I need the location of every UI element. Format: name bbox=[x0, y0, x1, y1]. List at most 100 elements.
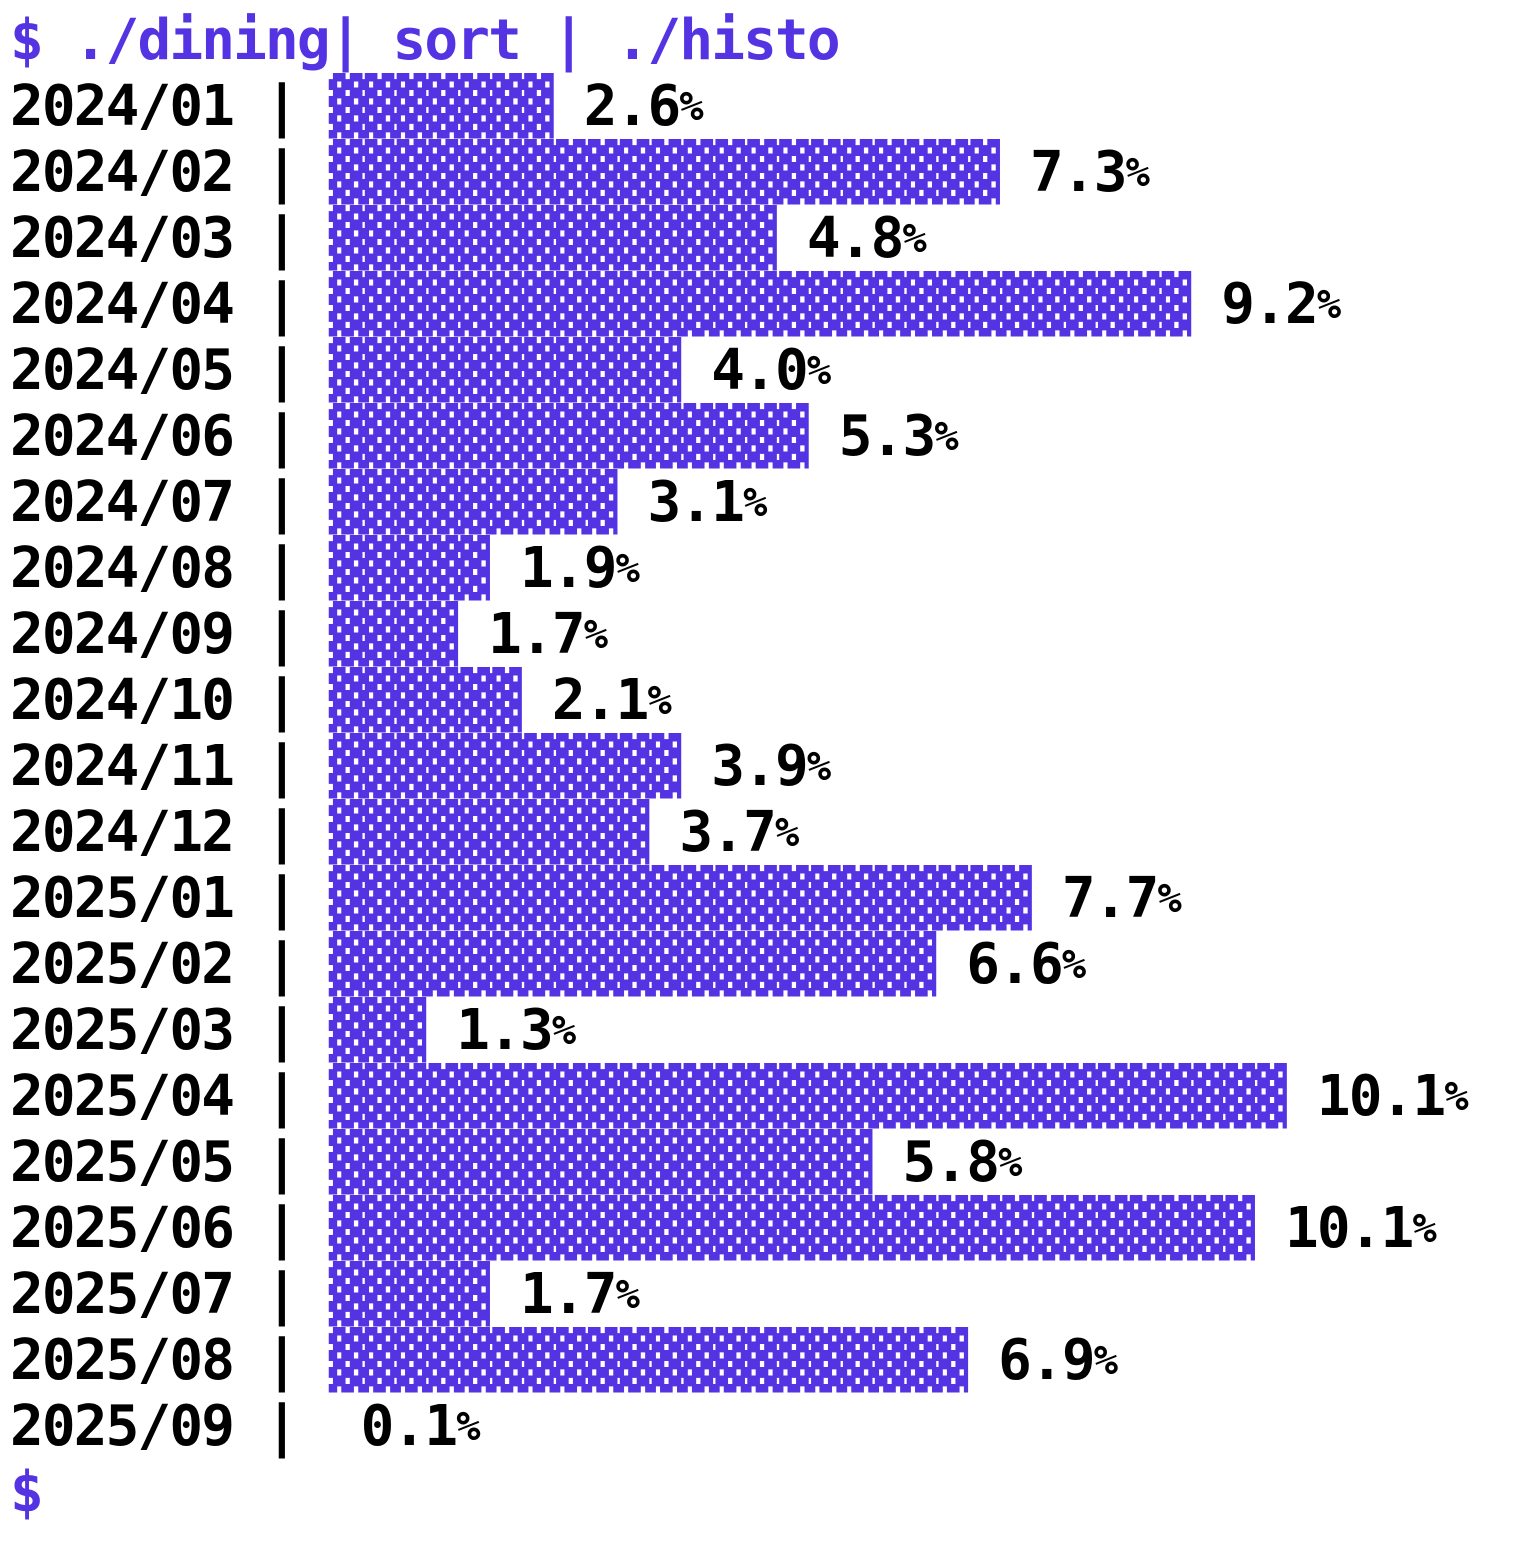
row-value: 6.9 bbox=[966, 1328, 1095, 1393]
row-percent-sign: % bbox=[806, 347, 831, 394]
histogram-row: 2025/02 | ▓▓▓▓▓▓▓▓▓▓▓▓▓▓▓▓▓▓▓ 6.6% bbox=[10, 932, 1538, 998]
prompt-symbol: $ bbox=[10, 8, 74, 73]
row-separator: | bbox=[233, 536, 329, 601]
histogram-row: 2024/11 | ▓▓▓▓▓▓▓▓▓▓▓ 3.9% bbox=[10, 734, 1538, 800]
row-value: 3.1 bbox=[615, 470, 744, 535]
row-month-label: 2024/05 bbox=[10, 338, 235, 403]
row-month-label: 2024/02 bbox=[10, 140, 235, 205]
row-percent-sign: % bbox=[998, 1139, 1022, 1186]
row-value: 7.3 bbox=[998, 140, 1127, 205]
row-month-label: 2025/06 bbox=[10, 1196, 235, 1261]
row-bar: ▓▓▓▓▓▓▓▓▓▓▓▓▓▓▓ bbox=[328, 404, 809, 469]
row-separator: | bbox=[233, 602, 329, 667]
row-separator: | bbox=[233, 1262, 329, 1327]
histogram-row: 2025/01 | ▓▓▓▓▓▓▓▓▓▓▓▓▓▓▓▓▓▓▓▓▓▓ 7.7% bbox=[10, 866, 1538, 932]
histogram-row: 2025/05 | ▓▓▓▓▓▓▓▓▓▓▓▓▓▓▓▓▓ 5.8% bbox=[10, 1130, 1538, 1196]
row-month-label: 2025/05 bbox=[10, 1130, 235, 1195]
row-bar: ▓▓▓▓▓ bbox=[328, 1262, 490, 1327]
row-bar: ▓▓▓▓▓▓▓▓▓▓▓▓▓▓▓▓▓▓▓▓▓▓ bbox=[328, 866, 1032, 931]
row-separator: | bbox=[233, 470, 329, 535]
histogram-row: 2024/10 | ▓▓▓▓▓▓ 2.1% bbox=[10, 668, 1538, 734]
row-bar: ▓▓▓▓▓▓▓▓▓▓▓ bbox=[328, 338, 681, 403]
row-separator: | bbox=[233, 932, 329, 997]
row-month-label: 2025/01 bbox=[10, 866, 235, 931]
row-separator: | bbox=[233, 1394, 329, 1459]
row-separator: | bbox=[233, 338, 329, 403]
row-separator: | bbox=[233, 668, 329, 733]
histogram-row: 2024/09 | ▓▓▓▓ 1.7% bbox=[10, 602, 1538, 668]
row-bar: ▓▓▓▓▓▓ bbox=[328, 668, 522, 733]
trailing-prompt-symbol: $ bbox=[10, 1460, 44, 1525]
row-month-label: 2025/03 bbox=[10, 998, 235, 1063]
row-bar: ▓▓▓▓▓▓▓▓▓▓ bbox=[328, 800, 650, 865]
row-percent-sign: % bbox=[551, 1007, 576, 1054]
histogram-row: 2024/02 | ▓▓▓▓▓▓▓▓▓▓▓▓▓▓▓▓▓▓▓▓▓ 7.3% bbox=[10, 140, 1538, 206]
row-month-label: 2025/07 bbox=[10, 1262, 235, 1327]
histogram-row: 2024/07 | ▓▓▓▓▓▓▓▓▓ 3.1% bbox=[10, 470, 1538, 536]
row-value: 5.3 bbox=[806, 404, 936, 469]
row-value: 10.1 bbox=[1253, 1196, 1414, 1261]
row-value: 4.0 bbox=[679, 338, 808, 403]
row-month-label: 2024/10 bbox=[10, 668, 235, 733]
row-bar: ▓▓▓ bbox=[328, 998, 426, 1063]
row-month-label: 2024/11 bbox=[10, 734, 235, 799]
row-month-label: 2024/06 bbox=[10, 404, 235, 469]
row-separator: | bbox=[233, 140, 329, 205]
row-separator: | bbox=[233, 206, 329, 271]
row-bar: ▓▓▓▓▓▓▓▓▓▓▓ bbox=[328, 734, 681, 799]
row-separator: | bbox=[233, 800, 329, 865]
histogram-row: 2024/12 | ▓▓▓▓▓▓▓▓▓▓ 3.7% bbox=[10, 800, 1538, 866]
row-bar: ▓▓▓▓▓▓▓▓▓▓▓▓▓▓▓▓▓▓▓▓▓▓▓▓▓▓▓▓▓ bbox=[328, 1196, 1255, 1261]
trailing-prompt: $ bbox=[10, 1460, 1538, 1526]
row-bar: ▓▓▓▓▓▓▓▓▓▓▓▓▓▓▓▓▓▓▓▓▓ bbox=[328, 140, 1000, 205]
row-bar: ▓▓▓▓▓▓▓▓▓▓▓▓▓▓▓▓▓▓▓▓▓▓▓▓▓▓▓▓▓▓ bbox=[328, 1064, 1287, 1129]
row-percent-sign: % bbox=[1444, 1073, 1468, 1120]
command-line: $ ./dining| sort | ./histo bbox=[10, 8, 1538, 74]
row-value: 3.9 bbox=[679, 734, 808, 799]
row-bar: ▓▓▓▓▓▓▓▓▓▓▓▓▓▓▓▓▓▓▓▓ bbox=[328, 1328, 968, 1393]
histogram-row: 2025/09 | 0.1% bbox=[10, 1394, 1538, 1460]
command-text: ./dining| sort | ./histo bbox=[73, 8, 841, 73]
histogram-row: 2024/01 | ▓▓▓▓▓▓▓ 2.6% bbox=[10, 74, 1538, 140]
row-month-label: 2024/03 bbox=[10, 206, 235, 271]
histogram-row: 2024/05 | ▓▓▓▓▓▓▓▓▓▓▓ 4.0% bbox=[10, 338, 1538, 404]
row-percent-sign: % bbox=[806, 743, 831, 790]
histogram-row: 2024/04 | ▓▓▓▓▓▓▓▓▓▓▓▓▓▓▓▓▓▓▓▓▓▓▓▓▓▓▓ 9.… bbox=[10, 272, 1538, 338]
row-percent-sign: % bbox=[1412, 1205, 1437, 1252]
row-month-label: 2024/07 bbox=[10, 470, 235, 535]
row-value: 2.1 bbox=[520, 668, 649, 733]
row-bar: ▓▓▓▓▓ bbox=[328, 536, 490, 601]
row-percent-sign: % bbox=[743, 479, 767, 526]
row-separator: | bbox=[233, 272, 329, 337]
row-separator: | bbox=[233, 998, 329, 1063]
histogram-rows: 2024/01 | ▓▓▓▓▓▓▓ 2.6% 2024/02 | ▓▓▓▓▓▓▓▓… bbox=[10, 74, 1538, 1460]
row-month-label: 2025/08 bbox=[10, 1328, 235, 1393]
histogram-row: 2024/08 | ▓▓▓▓▓ 1.9% bbox=[10, 536, 1538, 602]
row-value: 1.7 bbox=[488, 1262, 617, 1327]
histogram-row: 2025/03 | ▓▓▓ 1.3% bbox=[10, 998, 1538, 1064]
row-value: 1.3 bbox=[424, 998, 553, 1063]
row-percent-sign: % bbox=[1061, 941, 1086, 988]
row-percent-sign: % bbox=[456, 1403, 480, 1450]
row-value: 1.9 bbox=[488, 536, 617, 601]
row-bar: ▓▓▓▓▓▓▓ bbox=[328, 74, 554, 139]
row-percent-sign: % bbox=[615, 545, 640, 592]
row-value: 0.1 bbox=[328, 1394, 458, 1459]
row-month-label: 2025/02 bbox=[10, 932, 235, 997]
row-separator: | bbox=[233, 1064, 329, 1129]
histogram-row: 2024/03 | ▓▓▓▓▓▓▓▓▓▓▓▓▓▓ 4.8% bbox=[10, 206, 1538, 272]
row-month-label: 2024/01 bbox=[10, 74, 235, 139]
row-separator: | bbox=[233, 404, 329, 469]
row-separator: | bbox=[233, 1196, 329, 1261]
row-month-label: 2024/08 bbox=[10, 536, 235, 601]
row-bar: ▓▓▓▓▓▓▓▓▓▓▓▓▓▓▓▓▓▓▓ bbox=[328, 932, 936, 997]
row-value: 4.8 bbox=[775, 206, 904, 271]
row-month-label: 2024/12 bbox=[10, 800, 235, 865]
row-value: 3.7 bbox=[647, 800, 776, 865]
row-percent-sign: % bbox=[679, 83, 703, 130]
row-percent-sign: % bbox=[1157, 875, 1182, 922]
row-percent-sign: % bbox=[1125, 149, 1150, 196]
row-separator: | bbox=[233, 74, 329, 139]
histogram-row: 2025/04 | ▓▓▓▓▓▓▓▓▓▓▓▓▓▓▓▓▓▓▓▓▓▓▓▓▓▓▓▓▓▓… bbox=[10, 1064, 1538, 1130]
